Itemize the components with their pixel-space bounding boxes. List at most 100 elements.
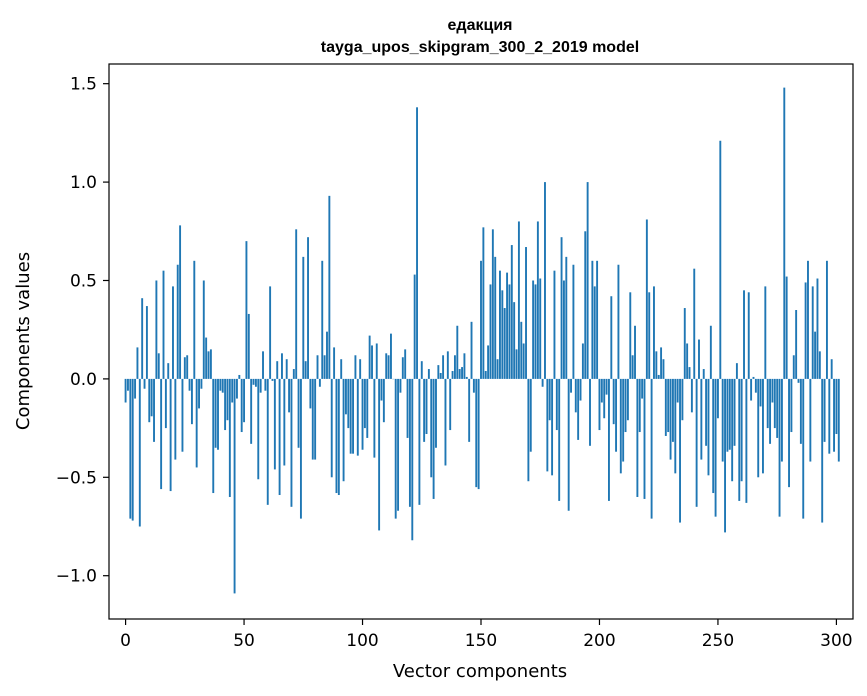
bar xyxy=(679,378,681,523)
bar xyxy=(766,378,769,429)
bar xyxy=(243,378,246,423)
bar xyxy=(534,284,537,379)
bar xyxy=(631,355,634,379)
bar xyxy=(584,231,587,379)
bar xyxy=(444,378,447,466)
bar xyxy=(432,378,435,499)
bar xyxy=(541,378,544,387)
bar xyxy=(205,337,208,379)
bar xyxy=(167,363,170,379)
bar xyxy=(361,378,364,450)
bar xyxy=(731,378,734,482)
bar xyxy=(608,378,610,501)
bar xyxy=(657,374,660,379)
bar xyxy=(299,378,302,519)
bar xyxy=(266,378,269,505)
bar xyxy=(131,378,134,521)
bar xyxy=(638,378,641,433)
bar xyxy=(217,378,219,450)
bar xyxy=(799,378,802,444)
bar xyxy=(600,378,603,403)
bar xyxy=(420,361,423,379)
bar xyxy=(712,378,715,494)
bar xyxy=(506,272,509,379)
bar xyxy=(615,378,618,452)
bar xyxy=(475,378,478,488)
bar xyxy=(468,378,471,442)
bar xyxy=(480,260,482,379)
bar xyxy=(344,378,347,415)
bar xyxy=(394,378,397,519)
bar xyxy=(551,378,554,476)
bar xyxy=(686,343,689,379)
bar xyxy=(515,349,518,379)
bar xyxy=(667,378,670,433)
bar xyxy=(792,355,795,379)
bar xyxy=(821,378,824,523)
bar xyxy=(375,343,378,379)
bar xyxy=(688,367,691,379)
x-tick-label: 100 xyxy=(346,631,378,651)
bar xyxy=(629,292,632,379)
bar xyxy=(281,353,283,379)
bar xyxy=(387,355,390,379)
bar xyxy=(252,378,255,385)
bar xyxy=(494,256,497,379)
bar xyxy=(560,237,563,379)
bar xyxy=(190,378,193,425)
y-tick-label: 1.5 xyxy=(70,75,97,95)
bar xyxy=(162,270,165,379)
bar xyxy=(499,270,501,379)
bar xyxy=(330,378,333,478)
bar xyxy=(311,378,314,460)
bar xyxy=(318,378,321,387)
bar xyxy=(771,378,774,403)
bar xyxy=(195,378,198,468)
bar xyxy=(773,378,776,429)
bar xyxy=(757,378,760,478)
bar xyxy=(302,256,305,379)
bar xyxy=(174,378,177,460)
bar xyxy=(780,378,783,462)
bar xyxy=(138,378,141,527)
bar xyxy=(231,378,234,403)
bar xyxy=(783,87,786,379)
bar xyxy=(662,359,665,379)
bar xyxy=(373,378,376,458)
bar xyxy=(240,378,243,433)
y-tick-label: 0.5 xyxy=(70,271,97,291)
bar xyxy=(785,276,788,379)
chart-subtitle: tayga_upos_skipgram_300_2_2019 model xyxy=(321,39,639,56)
bar xyxy=(837,378,840,462)
bar xyxy=(347,378,350,429)
bar xyxy=(439,372,442,379)
bar xyxy=(437,365,440,379)
bar xyxy=(788,378,790,488)
bar xyxy=(340,359,343,379)
bar xyxy=(449,378,452,431)
x-tick-label: 0 xyxy=(120,631,131,651)
bar xyxy=(484,371,487,379)
bar xyxy=(314,378,317,460)
bar xyxy=(532,280,535,379)
bar xyxy=(183,357,186,379)
bar xyxy=(292,369,295,379)
bar xyxy=(721,378,724,462)
bar xyxy=(458,369,461,379)
bar xyxy=(134,378,137,399)
bar xyxy=(830,359,833,379)
bar xyxy=(380,378,383,401)
bar xyxy=(169,378,172,492)
y-tick-label: 0.0 xyxy=(70,370,97,390)
bar xyxy=(572,264,575,379)
bar xyxy=(714,378,717,517)
bar xyxy=(328,195,331,379)
bar xyxy=(747,292,750,379)
bar xyxy=(401,357,404,379)
bar xyxy=(307,237,309,379)
bar xyxy=(555,378,558,431)
bar xyxy=(823,378,826,442)
bar xyxy=(264,378,267,391)
bar xyxy=(508,284,511,379)
